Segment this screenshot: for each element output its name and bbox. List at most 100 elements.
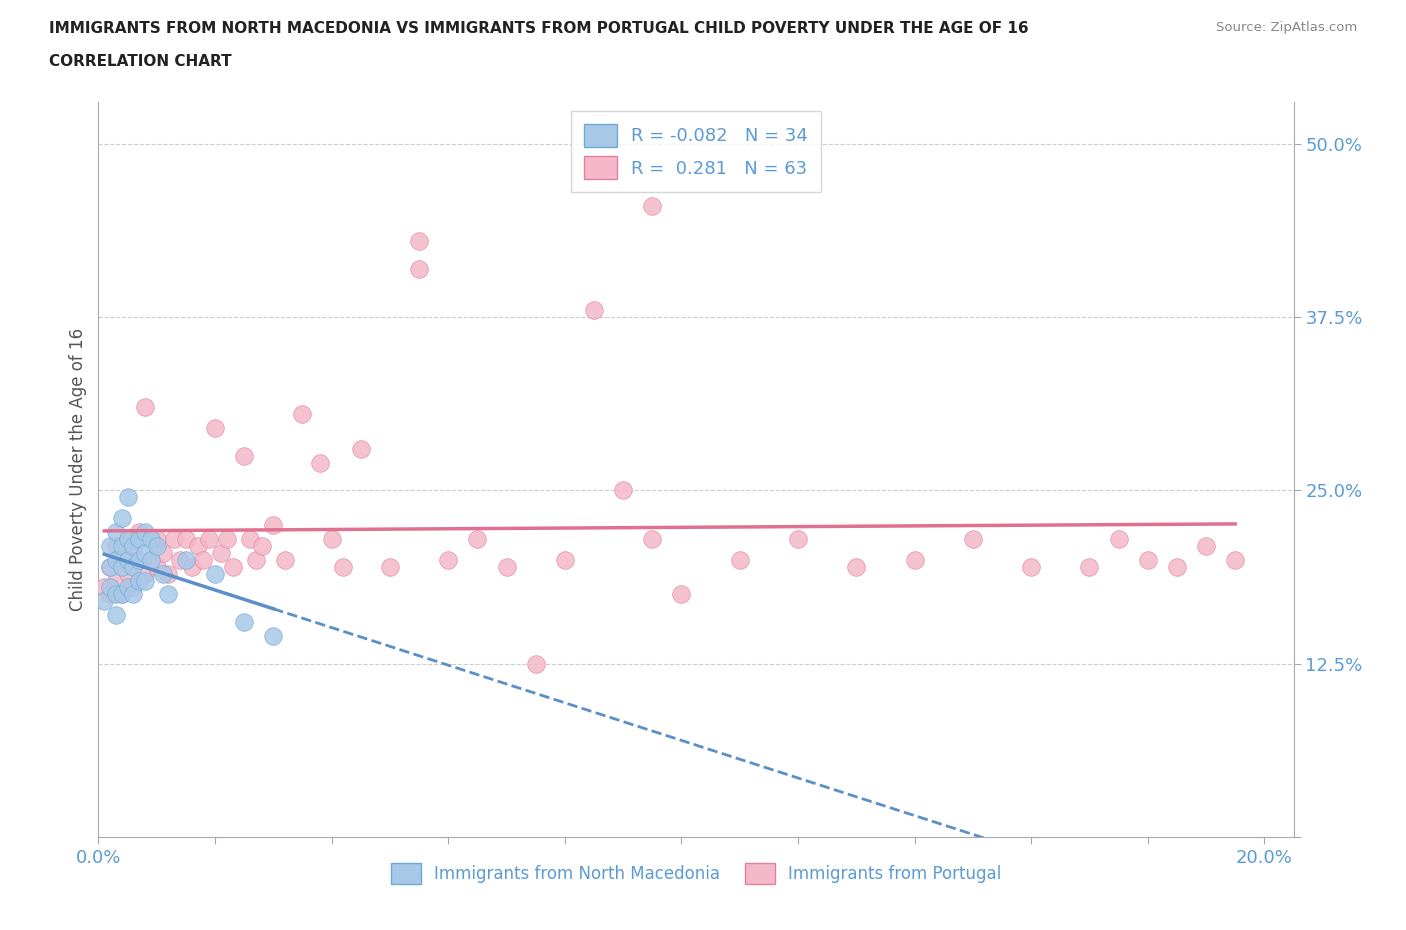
Point <box>1108 532 1130 547</box>
Point <box>117 552 139 567</box>
Point <box>495 559 517 574</box>
Point <box>134 400 156 415</box>
Point <box>245 552 267 567</box>
Point <box>1225 552 1247 567</box>
Point <box>332 559 354 574</box>
Text: CORRELATION CHART: CORRELATION CHART <box>49 54 232 69</box>
Point <box>174 532 197 547</box>
Point <box>408 233 430 248</box>
Point <box>134 525 156 539</box>
Point <box>93 580 115 595</box>
Point <box>117 532 139 547</box>
Point <box>350 442 373 457</box>
Point <box>145 538 167 553</box>
Point <box>122 580 145 595</box>
Point <box>152 566 174 581</box>
Point <box>98 538 121 553</box>
Point <box>128 573 150 588</box>
Point <box>93 594 115 609</box>
Point <box>845 559 868 574</box>
Point <box>98 559 121 574</box>
Point <box>139 552 162 567</box>
Point <box>1166 559 1188 574</box>
Point <box>139 552 162 567</box>
Point <box>117 490 139 505</box>
Point <box>204 420 226 435</box>
Point <box>157 566 180 581</box>
Point <box>378 559 401 574</box>
Point <box>111 587 134 602</box>
Point <box>139 532 162 547</box>
Point <box>98 559 121 574</box>
Point <box>186 538 208 553</box>
Point <box>554 552 576 567</box>
Point <box>1136 552 1159 567</box>
Point <box>193 552 215 567</box>
Point <box>612 483 634 498</box>
Point <box>104 552 127 567</box>
Point <box>163 532 186 547</box>
Point <box>250 538 273 553</box>
Point <box>180 559 202 574</box>
Point <box>671 587 693 602</box>
Point <box>117 580 139 595</box>
Point <box>104 608 127 623</box>
Point <box>122 538 145 553</box>
Point <box>524 657 547 671</box>
Point <box>262 629 284 644</box>
Point <box>111 587 134 602</box>
Point <box>145 559 167 574</box>
Point <box>157 587 180 602</box>
Point <box>198 532 221 547</box>
Point <box>321 532 343 547</box>
Point <box>728 552 751 567</box>
Point <box>408 261 430 276</box>
Point <box>117 566 139 581</box>
Point <box>309 456 332 471</box>
Point <box>903 552 925 567</box>
Point <box>128 532 150 547</box>
Point <box>221 559 243 574</box>
Point <box>467 532 489 547</box>
Point <box>274 552 297 567</box>
Point <box>145 532 167 547</box>
Point <box>291 406 314 421</box>
Point <box>1078 559 1101 574</box>
Point <box>152 545 174 560</box>
Legend: Immigrants from North Macedonia, Immigrants from Portugal: Immigrants from North Macedonia, Immigra… <box>384 857 1008 891</box>
Point <box>641 532 664 547</box>
Point <box>128 552 150 567</box>
Point <box>204 566 226 581</box>
Text: IMMIGRANTS FROM NORTH MACEDONIA VS IMMIGRANTS FROM PORTUGAL CHILD POVERTY UNDER : IMMIGRANTS FROM NORTH MACEDONIA VS IMMIG… <box>49 21 1029 36</box>
Point <box>582 303 605 318</box>
Point <box>169 552 191 567</box>
Point <box>787 532 810 547</box>
Point <box>122 545 145 560</box>
Point <box>437 552 460 567</box>
Point <box>239 532 262 547</box>
Point <box>641 199 664 214</box>
Point <box>134 545 156 560</box>
Point <box>104 538 127 553</box>
Point <box>962 532 984 547</box>
Point <box>98 587 121 602</box>
Point <box>104 525 127 539</box>
Point <box>174 552 197 567</box>
Point <box>122 559 145 574</box>
Point <box>134 566 156 581</box>
Point <box>1019 559 1042 574</box>
Point <box>117 532 139 547</box>
Y-axis label: Child Poverty Under the Age of 16: Child Poverty Under the Age of 16 <box>69 328 87 611</box>
Point <box>209 545 232 560</box>
Point <box>122 587 145 602</box>
Point <box>215 532 238 547</box>
Point <box>111 538 134 553</box>
Point <box>111 559 134 574</box>
Point <box>233 615 256 630</box>
Point <box>262 518 284 533</box>
Point <box>233 448 256 463</box>
Point <box>104 573 127 588</box>
Point <box>111 552 134 567</box>
Point <box>111 511 134 525</box>
Point <box>98 580 121 595</box>
